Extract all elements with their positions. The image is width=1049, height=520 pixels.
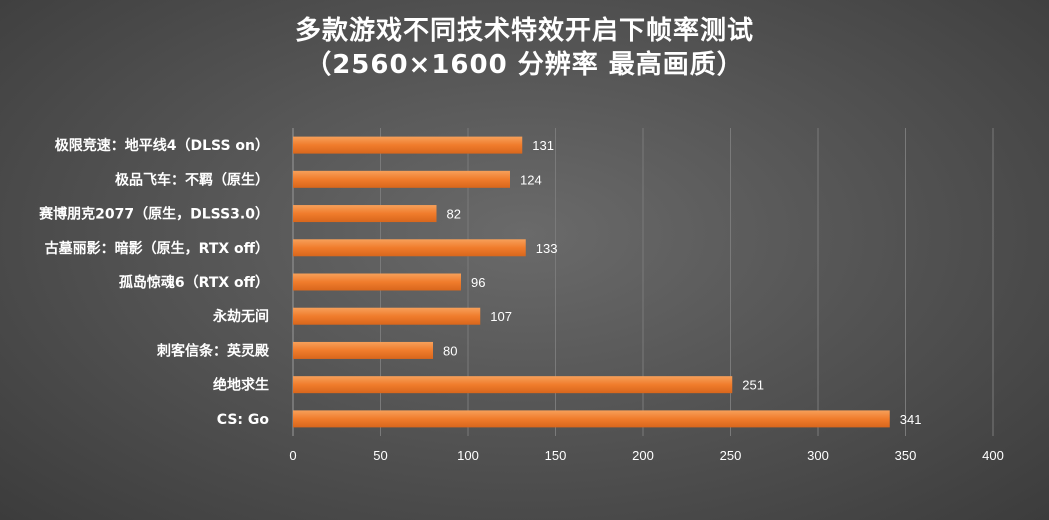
bar <box>293 136 523 154</box>
category-label: 孤岛惊魂6（RTX off） <box>119 274 269 291</box>
bar <box>293 341 433 359</box>
category-label: 永劫无间 <box>212 308 269 325</box>
x-tick-label: 250 <box>720 448 742 463</box>
value-label: 107 <box>490 309 512 324</box>
bar <box>293 239 526 257</box>
value-label: 80 <box>443 343 457 358</box>
value-labels: 131 124 82 133 96 107 80 251 341 <box>443 138 921 427</box>
x-tick-label: 150 <box>545 448 567 463</box>
bar <box>293 273 461 291</box>
value-label: 251 <box>742 378 764 393</box>
category-label: 绝地求生 <box>213 377 269 394</box>
category-label: 古墓丽影：暗影（原生，RTX off） <box>45 240 269 257</box>
category-label: 刺客信条：英灵殿 <box>157 342 270 359</box>
value-label: 124 <box>520 172 542 187</box>
x-tick-label: 350 <box>895 448 917 463</box>
bar <box>293 307 481 325</box>
value-label: 341 <box>900 412 922 427</box>
value-label: 133 <box>536 241 558 256</box>
chart-title: 多款游戏不同技术特效开启下帧率测试 <box>294 16 754 46</box>
bars <box>293 136 890 428</box>
value-label: 131 <box>532 138 554 153</box>
value-label: 96 <box>471 275 485 290</box>
x-tick-label: 50 <box>373 448 387 463</box>
chart-subtitle: （2560×1600 分辨率 最高画质） <box>305 50 744 80</box>
x-tick-label: 100 <box>457 448 479 463</box>
bar <box>293 205 437 223</box>
title-block: 多款游戏不同技术特效开启下帧率测试 （2560×1600 分辨率 最高画质） <box>0 14 1049 82</box>
bar <box>293 410 890 428</box>
category-label: 极品飞车：不羁（原生） <box>115 171 269 188</box>
bar <box>293 170 510 188</box>
category-labels: 极限竞速：地平线4（DLSS on） 极品飞车：不羁（原生） 赛博朋克2077（原生… <box>38 137 270 428</box>
value-label: 82 <box>447 207 461 222</box>
category-label: 赛博朋克2077（原生，DLSS3.0） <box>38 206 269 223</box>
x-tick-label: 300 <box>807 448 829 463</box>
category-label: CS: Go <box>217 412 270 428</box>
x-axis-ticks: 0 50 100 150 200 250 300 350 400 <box>289 448 1003 463</box>
bar <box>293 376 733 394</box>
x-tick-label: 200 <box>632 448 654 463</box>
x-tick-label: 0 <box>289 448 296 463</box>
x-tick-label: 400 <box>982 448 1004 463</box>
category-label: 极限竞速：地平线4（DLSS on） <box>55 137 269 154</box>
